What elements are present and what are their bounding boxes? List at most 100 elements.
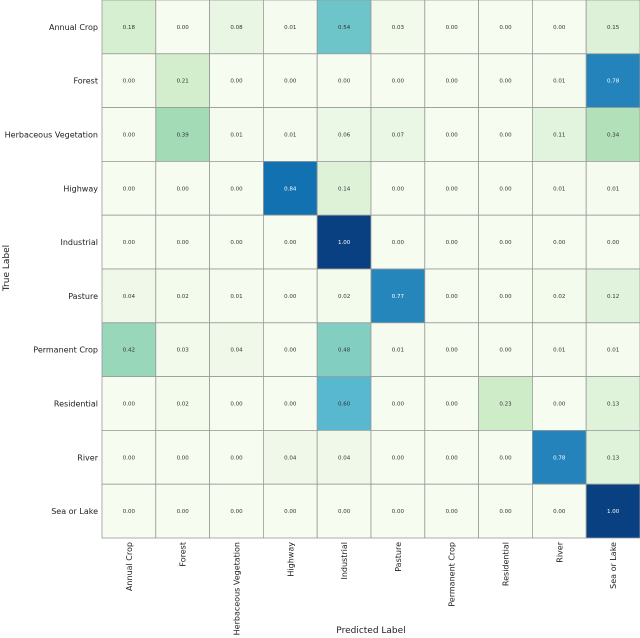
heatmap-cell	[532, 483, 587, 539]
heatmap-cell-value: 0.54	[338, 25, 351, 31]
heatmap-cell	[478, 268, 533, 324]
heatmap-cell-value: 0.01	[392, 348, 404, 354]
heatmap-cell	[585, 107, 640, 162]
heatmap-cell-value: 1.00	[607, 509, 620, 515]
y-tick-label: Herbaceous Vegetation	[5, 131, 98, 140]
heatmap-cell	[209, 322, 264, 377]
x-axis-label: Predicted Label	[336, 626, 405, 636]
heatmap-cell-value: 0.02	[177, 402, 189, 408]
heatmap-cell-value: 0.00	[230, 509, 243, 515]
heatmap-cell-value: 0.00	[553, 509, 566, 515]
heatmap-cell-value: 0.00	[499, 79, 512, 85]
heatmap-cell-value: 0.00	[230, 79, 243, 85]
heatmap-cell-value: 0.00	[284, 402, 297, 408]
heatmap-cell-value: 0.00	[446, 240, 459, 246]
x-tick-label: Highway	[286, 542, 295, 577]
heatmap-cell	[478, 483, 533, 539]
heatmap-cell-value: 0.00	[446, 348, 459, 354]
heatmap-cell-value: 0.07	[392, 133, 405, 139]
heatmap-cell-value: 0.00	[123, 133, 136, 139]
heatmap-cell-value: 0.23	[499, 402, 512, 408]
heatmap-cell	[585, 376, 640, 431]
heatmap-cell	[370, 483, 426, 539]
heatmap-cell-value: 0.01	[284, 133, 296, 139]
heatmap-cell-value: 0.04	[230, 348, 243, 354]
x-tick-label: Residential	[502, 542, 511, 586]
x-tick-label: Forest	[179, 542, 188, 567]
heatmap-cell	[101, 0, 157, 55]
heatmap-cell	[316, 376, 372, 431]
heatmap-cell-value: 0.00	[338, 509, 351, 515]
heatmap-cell-value: 0.42	[123, 348, 135, 354]
heatmap-cell	[316, 53, 372, 108]
heatmap-cell	[424, 0, 479, 55]
heatmap-cell-value: 0.02	[177, 294, 189, 300]
heatmap-cell	[155, 429, 211, 485]
heatmap-cell-value: 0.00	[177, 509, 190, 515]
heatmap-cell-value: 0.00	[284, 509, 297, 515]
heatmap-cell	[478, 322, 533, 377]
heatmap-cell	[424, 322, 479, 377]
heatmap-cell	[262, 429, 318, 485]
heatmap-cell-value: 0.00	[284, 79, 297, 85]
heatmap-cell-value: 0.60	[338, 402, 351, 408]
heatmap-cell	[424, 483, 479, 539]
heatmap-cell-value: 0.00	[446, 133, 459, 139]
heatmap-cell-value: 0.00	[446, 79, 459, 85]
heatmap-cell	[316, 0, 372, 55]
heatmap-cell-value: 0.00	[446, 294, 459, 300]
heatmap-cell	[316, 322, 372, 377]
heatmap-cell-value: 0.06	[338, 133, 351, 139]
heatmap-cell	[478, 429, 533, 485]
heatmap-cell	[585, 483, 640, 539]
heatmap-cell-value: 0.00	[499, 240, 512, 246]
heatmap-cell	[155, 483, 211, 539]
heatmap-cell-value: 0.00	[338, 79, 351, 85]
heatmap-cell-value: 0.00	[499, 348, 512, 354]
heatmap-cell	[155, 0, 211, 55]
heatmap-cell-value: 0.00	[499, 294, 512, 300]
heatmap-cell-value: 1.00	[338, 240, 351, 246]
heatmap-cell-value: 0.00	[392, 79, 405, 85]
heatmap-cell-value: 0.21	[177, 79, 189, 85]
heatmap-cell	[262, 268, 318, 324]
heatmap-cell-value: 0.00	[499, 509, 512, 515]
heatmap-cell-value: 0.18	[123, 25, 136, 31]
y-tick-label: Industrial	[60, 238, 98, 247]
heatmap-cell-value: 0.03	[177, 348, 190, 354]
x-tick-label: Annual Crop	[125, 542, 134, 591]
heatmap-cell-value: 0.00	[177, 455, 190, 461]
heatmap-cell-value: 0.14	[338, 186, 351, 192]
heatmap-cell	[478, 0, 533, 55]
heatmap-cell	[532, 107, 587, 162]
heatmap-cell	[532, 214, 587, 270]
heatmap-cell-value: 0.00	[230, 455, 243, 461]
heatmap-cell	[370, 268, 426, 324]
y-tick-labels: Annual Crop Forest Herbaceous Vegetation Hi…	[5, 23, 99, 516]
heatmap-cell-value: 0.00	[499, 133, 512, 139]
heatmap-cell	[585, 268, 640, 324]
heatmap-cell-value: 0.04	[284, 455, 297, 461]
heatmap-cell-value: 0.39	[177, 133, 190, 139]
y-tick-label: Permanent Crop	[33, 346, 98, 355]
heatmap-cell	[424, 268, 479, 324]
heatmap-cell-value: 0.00	[177, 240, 190, 246]
heatmap-cell-value: 0.02	[338, 294, 350, 300]
x-tick-label: River	[555, 541, 564, 562]
heatmap-cell-value: 0.01	[607, 186, 619, 192]
x-tick-labels: Annual Crop Forest Herbaceous Vegetation Hi…	[125, 541, 618, 635]
heatmap-cell	[532, 160, 587, 216]
heatmap-cell	[532, 322, 587, 377]
heatmap-cell-value: 0.00	[123, 402, 136, 408]
heatmap-cell-value: 0.04	[338, 455, 351, 461]
heatmap-cell-value: 0.00	[230, 402, 243, 408]
heatmap-cell-value: 0.11	[553, 133, 565, 139]
x-tick-label: Herbaceous Vegetation	[233, 542, 242, 635]
heatmap-cell-value: 0.02	[553, 294, 565, 300]
heatmap-cell-value: 0.03	[392, 25, 405, 31]
heatmap-cell	[532, 376, 587, 431]
heatmap-cell-value: 0.00	[123, 455, 136, 461]
heatmap-cell-value: 0.00	[499, 25, 512, 31]
heatmap-cell	[585, 53, 640, 108]
